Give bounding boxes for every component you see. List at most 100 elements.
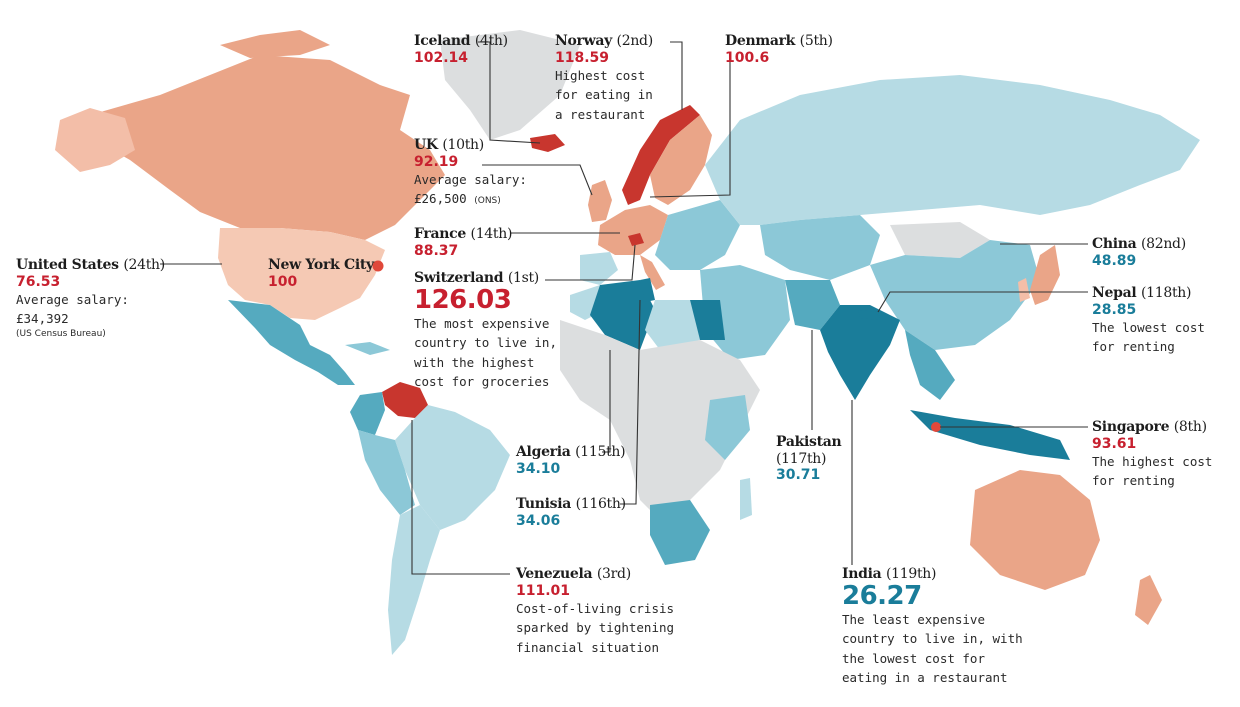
label-india-value: 26.27 [842, 580, 922, 611]
region-libya [645, 300, 700, 350]
label-pakistan: Pakistan (117th) 30.71 [776, 434, 842, 484]
region-canada-islands [220, 30, 330, 58]
label-algeria-rank: (115th) [575, 444, 626, 460]
leader-iceland [478, 41, 541, 144]
label-uk-rank: (10th) [442, 137, 484, 153]
label-iceland-rank: (4th) [474, 33, 508, 49]
region-pakistan [785, 280, 840, 330]
leader-norway [670, 41, 683, 110]
region-sweden-finland [650, 115, 712, 205]
region-colombia [350, 392, 385, 435]
region-japan [1030, 245, 1060, 305]
label-france-rank: (14th) [470, 226, 513, 242]
label-denmark: Denmark (5th) 100.6 [725, 33, 833, 66]
label-venezuela-rank: (3rd) [596, 566, 631, 582]
label-india-rank: (119th) [886, 566, 937, 582]
label-india-note: The least expensive country to live in, … [842, 611, 1023, 685]
region-argentina-chile [388, 505, 440, 655]
label-us-salary: £34,392 [16, 311, 69, 327]
label-iceland: Iceland (4th) 102.14 [414, 33, 508, 66]
label-norway-rank: (2nd) [616, 33, 654, 49]
region-india [820, 305, 900, 400]
label-denmark-rank: (5th) [799, 33, 833, 49]
label-norway: Norway (2nd) 118.59 Highest cost for eat… [555, 33, 653, 124]
label-switzerland-name: Switzerland [414, 270, 504, 286]
label-uk-name: UK [414, 137, 438, 153]
label-nepal-value: 28.85 [1092, 301, 1137, 318]
region-southern-africa [650, 500, 710, 565]
region-uk [588, 180, 612, 222]
label-india: India (119th) 26.27 The least expensive … [842, 566, 1023, 687]
label-france-name: France [414, 226, 466, 242]
label-switzerland-rank: (1st) [507, 270, 539, 286]
singapore-marker [931, 422, 941, 432]
label-uk-salary-source: (ONS) [474, 196, 501, 207]
leader-nepal [877, 291, 1088, 313]
label-us-name: United States [16, 257, 119, 273]
label-venezuela-name: Venezuela [516, 566, 593, 582]
label-uk: UK (10th) 92.19 Average salary: £26,500 … [414, 137, 527, 209]
region-greenland [440, 30, 580, 140]
region-mongolia [890, 222, 990, 258]
label-uk-salary: £26,500 [414, 191, 467, 207]
region-iberia [580, 252, 618, 285]
region-new-zealand [1135, 575, 1162, 625]
label-venezuela-value: 111.01 [516, 582, 571, 599]
label-norway-note: Highest cost for eating in a restaurant [555, 68, 653, 122]
label-nepal-note: The lowest cost for renting [1092, 320, 1205, 355]
label-switzerland-note: The most expensive country to live in, w… [414, 315, 557, 389]
region-east-africa [705, 395, 750, 460]
region-alaska [55, 108, 135, 172]
label-switzerland: Switzerland (1st) 126.03 The most expens… [414, 270, 557, 391]
region-united-states [218, 228, 385, 320]
leader-algeria [602, 350, 611, 453]
region-russia [705, 75, 1200, 225]
leader-switzerland [545, 244, 636, 281]
label-algeria-name: Algeria [516, 444, 571, 460]
label-norway-value: 118.59 [555, 49, 610, 66]
leader-venezuela [411, 420, 510, 575]
label-iceland-name: Iceland [414, 33, 471, 49]
label-algeria: Algeria (115th) 34.10 [516, 444, 626, 477]
label-china-rank: (82nd) [1140, 236, 1186, 252]
label-china: China (82nd) 48.89 [1092, 236, 1186, 269]
label-france: France (14th) 88.37 [414, 226, 512, 259]
label-china-name: China [1092, 236, 1137, 252]
label-singapore-value: 93.61 [1092, 435, 1137, 452]
label-switzerland-value: 126.03 [414, 284, 512, 315]
label-china-value: 48.89 [1092, 252, 1137, 269]
label-tunisia-rank: (116th) [575, 496, 627, 512]
label-denmark-value: 100.6 [725, 49, 770, 66]
label-norway-name: Norway [555, 33, 612, 49]
label-us-note: Average salary: [16, 292, 129, 308]
label-nepal-rank: (118th) [1140, 285, 1192, 301]
region-mexico [228, 300, 355, 385]
region-southeast-asia [905, 330, 955, 400]
region-egypt [690, 300, 725, 340]
region-korea [1018, 278, 1030, 302]
label-algeria-value: 34.10 [516, 460, 561, 477]
region-canada [90, 55, 445, 240]
label-nepal: Nepal (118th) 28.85 The lowest cost for … [1092, 285, 1205, 357]
label-pakistan-name: Pakistan [776, 434, 842, 450]
label-india-name: India [842, 566, 882, 582]
region-brazil [395, 405, 510, 530]
label-venezuela-note: Cost-of-living crisis sparked by tighten… [516, 601, 675, 655]
region-china [870, 240, 1040, 350]
label-denmark-name: Denmark [725, 33, 796, 49]
label-tunisia-name: Tunisia [516, 496, 571, 512]
new-york-city-marker [372, 260, 384, 272]
region-nepal [858, 310, 880, 320]
label-nepal-name: Nepal [1092, 285, 1137, 301]
label-united-states: United States (24th) 76.53 Average salar… [16, 257, 165, 339]
label-nyc-value: 100 [268, 273, 298, 290]
leader-tunisia [620, 299, 641, 505]
label-uk-value: 92.19 [414, 153, 459, 170]
label-us-salary-source: (US Census Bureau) [16, 328, 106, 339]
label-us-value: 76.53 [16, 273, 61, 290]
region-caribbean [345, 342, 390, 355]
region-western-europe [598, 205, 668, 255]
label-pakistan-value: 30.71 [776, 467, 821, 484]
label-singapore-note: The highest cost for renting [1092, 454, 1213, 489]
